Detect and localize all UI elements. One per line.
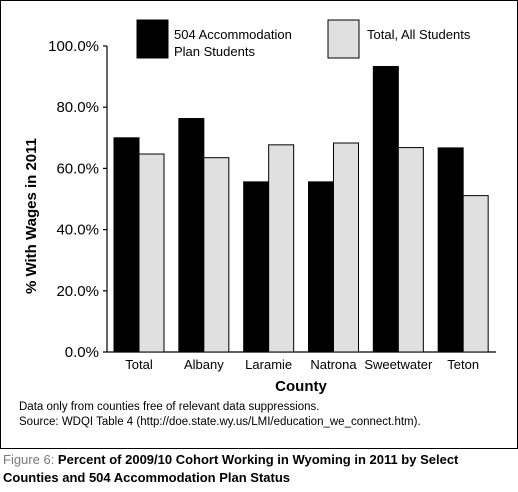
chart-legend: 504 Accommodation Plan Students Total, All… <box>136 19 471 59</box>
bar-teton-504-accommodation-plan-students <box>437 147 464 353</box>
data-note: Data only from counties free of relevant… <box>19 401 320 413</box>
legend-label-total-all-students: Total, All Students <box>367 27 471 42</box>
y-tick-label: 0.0% <box>65 344 99 361</box>
bar-natrona-total-all-students <box>333 142 359 353</box>
y-tick-label: 60.0% <box>56 160 99 177</box>
x-axis-title: County <box>275 378 327 395</box>
bar-teton-total-all-students <box>462 195 489 353</box>
source-note: Source: WDQI Table 4 (http://doe.state.w… <box>19 416 421 428</box>
x-tick-label-laramie: Laramie <box>245 357 292 372</box>
chart-axes: 0.0% 20.0% 40.0% 60.0% 80.0% 100.0% Total Alban… <box>48 38 496 372</box>
bar-natrona-504-accommodation-plan-students <box>308 181 334 353</box>
bar-albany-504-accommodation-plan-students <box>178 118 205 353</box>
legend-label-504-accommodation-plan-students: 504 Accommodation <box>174 27 292 42</box>
bar-laramie-504-accommodation-plan-students <box>243 181 270 353</box>
figure-caption: Figure 6: Percent of 2009/10 Cohort Work… <box>3 451 515 487</box>
bar-total-total-all-students <box>138 153 165 353</box>
y-tick-label: 80.0% <box>56 99 99 116</box>
figure-caption-label: Figure 6: <box>3 452 58 467</box>
bar-albany-total-all-students <box>203 157 230 353</box>
legend-swatch-total-all-students <box>327 19 360 59</box>
bar-chart: 504 Accommodation Plan Students Total, All… <box>23 19 496 395</box>
bar-sweetwater-504-accommodation-plan-students <box>372 66 399 353</box>
x-tick-label-sweetwater: Sweetwater <box>364 357 433 372</box>
y-tick-label: 20.0% <box>56 283 99 300</box>
x-tick-label-albany: Albany <box>184 357 224 372</box>
y-axis-title: % With Wages in 2011 <box>23 138 40 294</box>
y-tick-label: 40.0% <box>56 222 99 239</box>
figure-caption-text: Percent of 2009/10 Cohort Working in Wyo… <box>3 452 459 485</box>
legend-swatch-504-accommodation-plan-students <box>136 19 169 59</box>
x-tick-label-total: Total <box>125 357 153 372</box>
bar-laramie-total-all-students <box>268 144 295 353</box>
x-tick-label-teton: Teton <box>447 357 479 372</box>
chart-bars <box>113 66 489 353</box>
x-tick-label-natrona: Natrona <box>310 357 357 372</box>
bar-sweetwater-total-all-students <box>397 147 424 353</box>
y-tick-label: 100.0% <box>48 38 99 55</box>
legend-label-504-accommodation-plan-students: Plan Students <box>174 44 255 59</box>
bar-total-504-accommodation-plan-students <box>113 137 140 353</box>
